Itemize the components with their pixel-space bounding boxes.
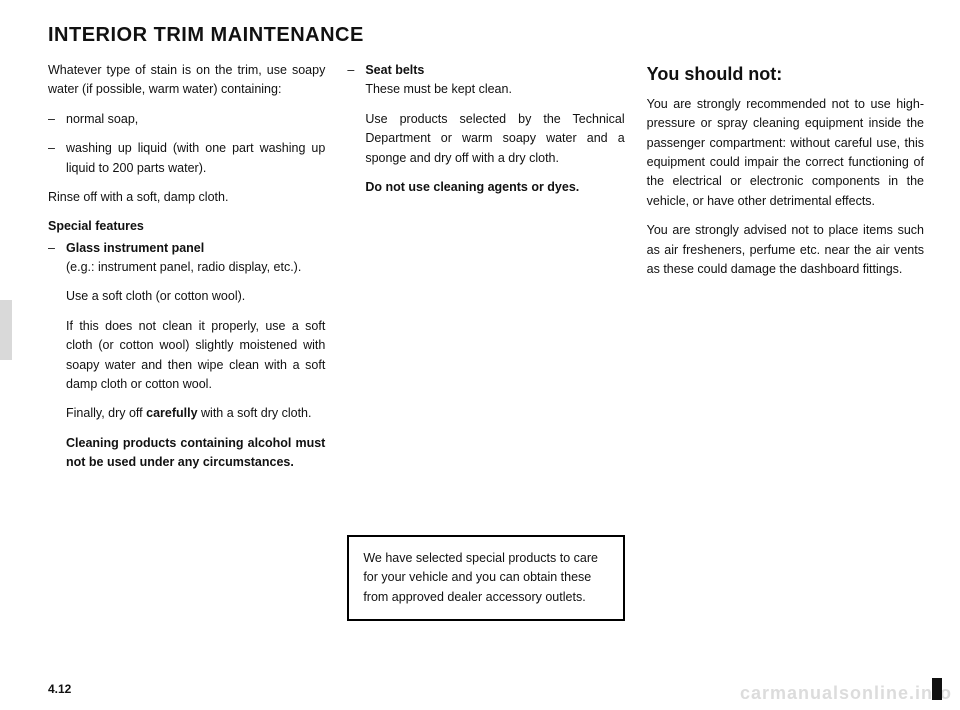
special-list: Glass instrument panel (e.g.: instrument… [48, 239, 325, 473]
seat-p1: Use products selected by the Technical D… [365, 110, 624, 168]
seat-head: Seat belts [365, 63, 424, 77]
glass-warn: Cleaning products containing alcohol mus… [66, 434, 325, 473]
manual-page: INTERIOR TRIM MAINTENANCE Whatever type … [0, 0, 960, 710]
glass-p3b: carefully [146, 406, 197, 420]
info-box: We have selected special products to car… [347, 535, 624, 621]
side-tab [0, 300, 12, 360]
page-number: 4.12 [48, 682, 71, 696]
special-features-heading: Special features [48, 217, 325, 236]
page-title: INTERIOR TRIM MAINTENANCE [48, 24, 924, 47]
seat-list: Seat belts These must be kept clean. Use… [347, 61, 624, 197]
glass-warn-text: Cleaning products containing alcohol mus… [66, 436, 325, 469]
you-should-not-heading: You should not: [647, 61, 924, 89]
columns: Whatever type of stain is on the trim, u… [48, 61, 924, 621]
list-item: washing up liquid (with one part washing… [48, 139, 325, 178]
column-3: You should not: You are strongly recomme… [647, 61, 924, 621]
glass-p3a: Finally, dry off [66, 406, 146, 420]
col1-rinse: Rinse off with a soft, damp cloth. [48, 188, 325, 207]
col3-p2: You are strongly advised not to place it… [647, 221, 924, 279]
column-1: Whatever type of stain is on the trim, u… [48, 61, 325, 621]
seat-warn-text: Do not use cleaning agents or dyes. [365, 180, 579, 194]
column-2: Seat belts These must be kept clean. Use… [347, 61, 624, 621]
glass-head: Glass instrument panel [66, 241, 204, 255]
corner-mark [932, 678, 942, 700]
col3-p1: You are strongly recommended not to use … [647, 95, 924, 211]
column-2-content: Seat belts These must be kept clean. Use… [347, 61, 624, 207]
glass-p1: Use a soft cloth (or cotton wool). [66, 287, 325, 306]
glass-body: (e.g.: instrument panel, radio display, … [66, 258, 325, 277]
spacer [347, 207, 624, 535]
glass-p2: If this does not clean it properly, use … [66, 317, 325, 395]
list-item: normal soap, [48, 110, 325, 129]
list-item: Glass instrument panel (e.g.: instrument… [48, 239, 325, 473]
seat-body: These must be kept clean. [365, 80, 624, 99]
col1-intro: Whatever type of stain is on the trim, u… [48, 61, 325, 100]
seat-warn: Do not use cleaning agents or dyes. [365, 178, 624, 197]
glass-p3: Finally, dry off carefully with a soft d… [66, 404, 325, 423]
watermark: carmanualsonline.info [740, 683, 952, 704]
list-item: Seat belts These must be kept clean. Use… [347, 61, 624, 197]
glass-p3c: with a soft dry cloth. [198, 406, 312, 420]
col1-bullets: normal soap, washing up liquid (with one… [48, 110, 325, 178]
